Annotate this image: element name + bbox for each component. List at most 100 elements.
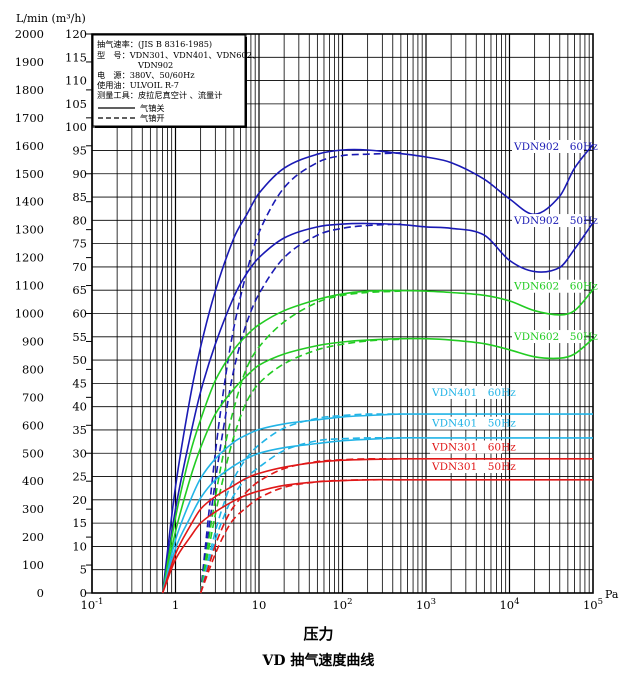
legend-text-line: 型 号：VDN301、VDN401、VDN602、 xyxy=(97,50,260,60)
y-left-tick-label: 1300 xyxy=(15,223,44,237)
y-left-tick-label: 1600 xyxy=(15,139,44,153)
y-left-tick-label: 1200 xyxy=(15,251,44,265)
curve-label: VDN401 60Hz xyxy=(431,387,516,399)
y-right-tick-label: 30 xyxy=(72,446,87,460)
y-axis-unit-label: L/min (m³/h) xyxy=(16,12,86,25)
chart-curve-labels: VDN902 60Hz VDN902 50Hz VDN602 60Hz VDN602 … xyxy=(430,139,598,474)
y-right-tick-label: 20 xyxy=(72,493,87,507)
y-right-tick-label: 95 xyxy=(72,143,87,157)
y-right-tick-label: 25 xyxy=(72,470,87,484)
y-left-tick-label: 300 xyxy=(22,502,44,516)
curve-label: VDN902 60Hz xyxy=(513,141,598,153)
y-left-tick-label: 1400 xyxy=(15,195,44,209)
legend-text-line: 使用油：ULVOIL R-7 xyxy=(97,80,179,90)
y-left-tick-label: 400 xyxy=(22,474,44,488)
y-right-tick-label: 50 xyxy=(72,353,87,367)
curve-vdn301-50hz-dashed xyxy=(199,478,401,594)
x-tick-label: 104 xyxy=(499,597,519,612)
y-right-tick-label: 120 xyxy=(65,27,87,41)
y-left-tick-label: 0 xyxy=(37,586,44,600)
y-right-tick-label: 40 xyxy=(72,400,87,414)
chart-title: VD 抽气速度曲线 xyxy=(262,653,375,669)
curve-vdn401-50hz-solid xyxy=(161,437,593,594)
curve-label: VDN602 60Hz xyxy=(513,281,598,293)
legend-text-line: 电 源：380V、50/60Hz xyxy=(97,70,195,80)
y-left-tick-label: 700 xyxy=(22,390,44,404)
curve-vdn902-60hz-dashed xyxy=(199,152,401,594)
curve-vdn602-50hz-solid xyxy=(161,337,594,594)
y-right-tick-label: 0 xyxy=(80,586,87,600)
curve-label: VDN301 50Hz xyxy=(431,461,516,473)
curve-vdn301-60hz-solid xyxy=(161,457,593,594)
curve-label-background xyxy=(512,214,584,228)
curve-label: VDN301 60Hz xyxy=(431,441,516,453)
y-left-tick-label: 1100 xyxy=(15,279,44,293)
x-axis-title: 压力 xyxy=(303,625,334,643)
y-right-tick-label: 115 xyxy=(65,50,87,64)
curve-label-background xyxy=(512,330,584,344)
x-tick-label: 103 xyxy=(416,597,436,612)
y-left-tick-label: 800 xyxy=(22,362,44,376)
curve-vdn401-60hz-solid xyxy=(161,413,593,594)
y-left-tick-label: 1500 xyxy=(15,167,44,181)
curve-label-background xyxy=(430,416,502,430)
y-right-tick-label: 55 xyxy=(72,330,87,344)
y-left-tick-label: 500 xyxy=(22,446,44,460)
curve-label: VDN902 50Hz xyxy=(513,215,598,227)
y-right-tick-label: 85 xyxy=(72,190,87,204)
curve-vdn602-50hz-dashed xyxy=(199,338,401,594)
chart-legend-box: 抽气速率：(JIS B 8316-1985)型 号：VDN301、VDN401、… xyxy=(92,34,260,128)
curve-vdn401-60hz-dashed xyxy=(199,413,401,594)
y-left-tick-label: 900 xyxy=(22,334,44,348)
y-left-tick-label: 1700 xyxy=(15,111,44,125)
y-right-tick-label: 75 xyxy=(72,237,87,251)
curve-label-background xyxy=(430,460,502,474)
curve-label-background xyxy=(512,139,584,153)
curve-vdn602-60hz-solid xyxy=(161,289,594,594)
legend-frame xyxy=(92,34,246,127)
y-right-tick-label: 45 xyxy=(72,376,87,390)
curve-vdn301-60hz-dashed xyxy=(199,457,401,594)
y-right-tick-label: 80 xyxy=(72,213,87,227)
y-left-tick-label: 1900 xyxy=(15,55,44,69)
x-axis-unit-label: Pa xyxy=(605,588,619,601)
y-left-tick-label: 1000 xyxy=(15,307,44,321)
y-right-tick-label: 60 xyxy=(72,307,87,321)
y-right-tick-label: 70 xyxy=(72,260,87,274)
y-right-tick-label: 90 xyxy=(72,167,87,181)
y-left-tick-label: 600 xyxy=(22,418,44,432)
y-right-tick-label: 15 xyxy=(72,516,87,530)
legend-text-line: 测量工具：皮拉尼真空计 、流量计 xyxy=(97,90,222,100)
legend-solid-label: 气镇关 xyxy=(140,103,165,113)
y-left-tick-label: 2000 xyxy=(15,27,44,41)
curve-label-background xyxy=(512,279,584,293)
y-left-tick-label: 100 xyxy=(22,558,44,572)
x-tick-label: 10 xyxy=(252,598,267,612)
x-tick-label: 1 xyxy=(172,598,179,612)
y-right-tick-label: 105 xyxy=(65,97,87,111)
chart-tick-labels: 0100200300400500600700800900100011001200… xyxy=(15,27,603,612)
curve-vdn902-60hz-solid xyxy=(161,143,594,594)
legend-text-line: 抽气速率：(JIS B 8316-1985) xyxy=(97,39,212,49)
y-right-tick-label: 10 xyxy=(72,539,87,553)
y-left-tick-label: 200 xyxy=(22,530,44,544)
curve-label-background xyxy=(430,385,502,399)
curve-label: VDN401 50Hz xyxy=(431,418,516,430)
x-tick-label: 105 xyxy=(583,597,603,612)
y-right-tick-label: 35 xyxy=(72,423,87,437)
y-right-tick-label: 110 xyxy=(65,74,87,88)
y-right-tick-label: 65 xyxy=(72,283,87,297)
legend-text-line: VDN902 xyxy=(137,60,173,70)
y-right-tick-label: 5 xyxy=(80,563,87,577)
chart-curves xyxy=(161,143,594,594)
legend-dashed-label: 气镇开 xyxy=(140,113,165,123)
y-right-tick-label: 100 xyxy=(65,120,87,134)
curve-vdn902-50hz-dashed xyxy=(199,223,401,594)
curve-vdn301-50hz-solid xyxy=(161,478,593,594)
x-tick-label: 10-1 xyxy=(81,597,104,612)
curve-label-background xyxy=(430,440,502,454)
curve-vdn902-50hz-solid xyxy=(161,222,594,594)
curve-label: VDN602 50Hz xyxy=(513,331,598,343)
curve-vdn602-60hz-dashed xyxy=(199,290,401,594)
